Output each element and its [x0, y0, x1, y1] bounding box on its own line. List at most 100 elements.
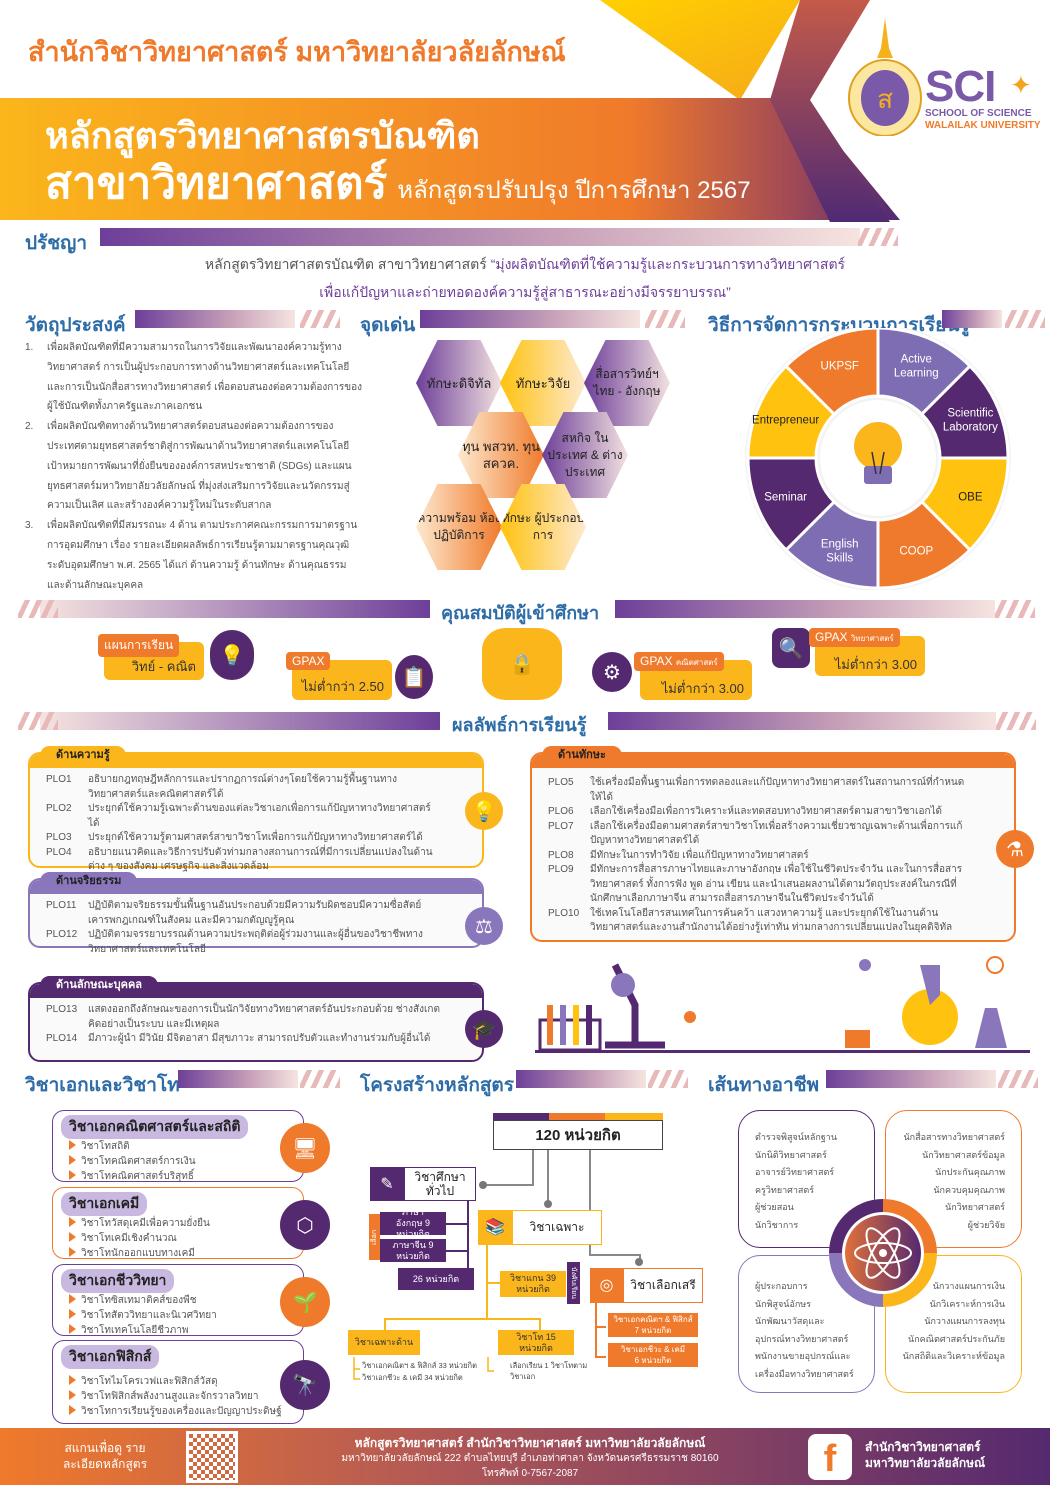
lightbulb-icon: 💡 — [210, 630, 254, 680]
free-electives: วิชาเลือกเสรี — [623, 1268, 703, 1303]
magnifier-icon: 🔍 — [772, 628, 810, 668]
plo-row: PLO4 อธิบายแนวคิดและวิธีการปรับตัวท่ามกลา… — [46, 846, 433, 873]
objective-item: 2. เพื่อผลิตบัณฑิตทางด้านวิทยาศาสตร์ตอบสน… — [25, 421, 352, 512]
secure-folder-icon: 🔒 — [482, 628, 562, 700]
wheel-segment-label: Laboratory — [943, 422, 998, 434]
heading-slash — [996, 712, 1036, 730]
free-math-physics: วิชาเอกคณิตฯ & ฟิสิกส์ 7 หน่วยกิต — [608, 1313, 698, 1337]
heading-bar — [178, 1070, 298, 1088]
heading-slash — [998, 1070, 1038, 1088]
english-credits: ภาษาอังกฤษ 9 หน่วยกิต — [380, 1207, 446, 1239]
plo-row: PLO1 อธิบายกฎทฤษฎีหลักการและปรากฏการณ์ต่า… — [46, 774, 397, 800]
scan-label: สแกนเพื่อดู รายละเอียดหลักสูตร — [62, 1441, 148, 1471]
specialized-courses: วิชาเฉพาะด้าน — [348, 1330, 420, 1355]
major-card-biology: วิชาเอกชีววิทยา วิชาโทซิสเทมาติคส์ของพืช… — [52, 1264, 304, 1336]
specialized-details: วิชาเอกคณิตฯ & ฟิสิกส์ 33 หน่วยกิต วิชาเอ… — [362, 1361, 477, 1382]
title-sub: หลักสูตรปรับปรุง ปีการศึกษา 2567 — [397, 177, 751, 204]
plo-skills-box: ด้านทักษะ PLO5 ใช้เครื่องมือพื้นฐานเพื่อก… — [530, 746, 1016, 942]
heading-bar — [608, 712, 996, 730]
wheel-segment-label: Entrepreneur — [752, 415, 819, 427]
sci-logo-text: SCI — [925, 62, 996, 111]
heading-bar — [942, 310, 1002, 328]
flask-icon: ⚗ — [996, 830, 1034, 868]
plo-row: PLO5 ใช้เครื่องมือพื้นฐานเพื่อการทดลองและ… — [548, 777, 965, 803]
plo-skills-title: ด้านทักษะ — [542, 746, 622, 765]
core-credits: วิชาแกน 39 หน่วยกิต — [500, 1271, 566, 1297]
gears-icon: ⚙ — [592, 652, 632, 692]
admission-gpax-math: GPAX คณิตศาสตร์ ไม่ต่ำกว่า 3.00 — [634, 652, 752, 700]
title-band — [0, 98, 900, 220]
laboratory-illustration-icon — [535, 956, 1030, 1053]
computer-icon: 🖥 — [280, 1123, 330, 1173]
plo-row: PLO8 มีทักษะในการทำวิจัย เพื่อแก้ปัญหาทาง… — [548, 849, 809, 861]
plo-row: PLO11 ปฏิบัติตามจริยธรรมขั้นพื้นฐานอันประ… — [46, 900, 422, 926]
heading-bar — [615, 600, 995, 618]
heading-bar — [100, 228, 860, 246]
heading-slash — [995, 600, 1035, 618]
admission-plan: แผนการเรียน วิทย์ - คณิต — [98, 634, 204, 680]
plo-row: PLO13 แสดงออกถึงลักษณะของการเป็นนักวิจัยท… — [46, 1004, 440, 1030]
highlight-hex: ทักษะดิจิทัล — [416, 340, 502, 426]
heading-bar — [40, 712, 440, 730]
major-card-chemistry: วิชาเอกเคมี วิชาโทวัสดุเคมีเพื่อความยั่ง… — [52, 1187, 304, 1259]
majors-heading: วิชาเอกและวิชาโท — [25, 1075, 180, 1096]
plo-knowledge-title: ด้านความรู้ — [40, 746, 126, 765]
wheel-segment-label: Seminar — [764, 491, 807, 503]
books-icon: 📚 — [478, 1210, 512, 1245]
facebook-icon[interactable]: f — [808, 1434, 852, 1480]
heading-slash — [18, 600, 58, 618]
telescope-icon: 🔭 — [280, 1360, 330, 1410]
program-title: หลักสูตรวิทยาศาสตรบัณฑิต สาขาวิทยาศาสตร์… — [45, 112, 751, 215]
graduate-icon: 🎓 — [465, 1010, 503, 1048]
careers-heading: เส้นทางอาชีพ — [708, 1075, 820, 1096]
objectives-heading: วัตถุประสงค์ — [25, 315, 126, 336]
heading-slash — [1005, 310, 1045, 328]
wheel-segment-label: English — [821, 538, 859, 550]
heading-bar — [40, 600, 430, 618]
admission-gpax-science: GPAX วิทยาศาสตร์ ไม่ต่ำกว่า 3.00 — [809, 628, 925, 676]
minor-credits: วิชาโท 15 หน่วยกิต — [498, 1330, 574, 1355]
wheel-segment-label: OBE — [958, 491, 983, 503]
heading-slash — [858, 228, 898, 246]
chinese-credits: ภาษาจีน 9 หน่วยกิต — [380, 1239, 446, 1262]
plo-knowledge-box: ด้านความรู้ PLO1 อธิบายกฎทฤษฎีหลักการและป… — [28, 746, 484, 872]
pencil-icon: ✎ — [370, 1167, 404, 1201]
lightbulb-icon — [854, 422, 902, 484]
highlights-heading: จุดเด่น — [360, 315, 416, 336]
footer-address: หลักสูตรวิทยาศาสตร์ สำนักวิชาวิทยาศาสตร์… — [341, 1436, 719, 1479]
wheel-segment-label: Active — [901, 354, 932, 366]
wheel-segment-label: UKPSF — [821, 361, 859, 373]
philosophy-heading: ปรัชญา — [25, 233, 88, 254]
total-credits: 120 หน่วยกิต — [493, 1120, 663, 1150]
plo-character-title: ด้านลักษณะบุคคล — [40, 976, 159, 995]
footer: สแกนเพื่อดู รายละเอียดหลักสูตร หลักสูตรว… — [0, 1428, 1050, 1485]
choose-tag: เลือก — [369, 1214, 380, 1260]
structure-heading: โครงสร้างหลักสูตร — [360, 1075, 514, 1096]
qr-code[interactable] — [186, 1431, 238, 1483]
objective-item: 1. เพื่อผลิตบัณฑิตที่มีความสามารถในการวิจ… — [25, 342, 363, 413]
free-bio-chem: วิชาเอกชีวะ & เคมี 6 หน่วยกิต — [608, 1343, 698, 1367]
specific-courses: วิชาเฉพาะ — [512, 1210, 602, 1245]
title-line-2: สาขาวิทยาศาสตร์ — [45, 159, 388, 208]
total-color-bar — [493, 1113, 663, 1120]
objective-item: 3. เพื่อผลิตบัณฑิตที่มีสมรรถนะ 4 ด้าน ตาม… — [25, 520, 358, 591]
wheel-segment — [783, 328, 880, 417]
plo-row: PLO6 เลือกใช้เครื่องมือเพื่อการวิเคราะห์แ… — [548, 806, 943, 817]
title-line-1: หลักสูตรวิทยาศาสตรบัณฑิต — [45, 115, 480, 156]
outcomes-heading: ผลลัพธ์การเรียนรู้ — [446, 710, 593, 739]
heading-bar — [135, 310, 295, 328]
heading-slash — [300, 1070, 340, 1088]
plo-row: PLO10 ใช้เทคโนโลยีสารสนเทศในการค้นคว้า แส… — [548, 907, 953, 934]
plo-row: PLO9 มีทักษะการสื่อสารภาษาไทยและภาษาอังกฤ… — [548, 864, 963, 904]
structure-connectors — [353, 1150, 643, 1380]
general-credits: 26 หน่วยกิต — [398, 1268, 474, 1290]
plo-row: PLO7 เลือกใช้เครื่องมือตามศาสตร์สาขาวิชาโ… — [548, 820, 963, 847]
plo-row: PLO12 ปฏิบัติตามจรรยาบรรณด้านความประพฤติต… — [46, 929, 423, 955]
wheel-segment-label: Skills — [826, 552, 853, 564]
plo-row: PLO2 ประยุกต์ใช้ความรู้เฉพาะด้านของแต่ละว… — [46, 803, 431, 829]
highlight-hex: ความพร้อม ห้องปฏิบัติการ — [416, 484, 502, 570]
facebook-page-name[interactable]: สำนักวิชาวิทยาศาสตร์ มหาวิทยาลัยวลัยลักษ… — [865, 1440, 986, 1470]
svg-text:ส: ส — [877, 85, 893, 114]
minor-note: เลือกเรียน 1 วิชาโทตาม วิชาเอก — [510, 1361, 588, 1381]
checklist-icon: 📋 — [395, 655, 433, 699]
